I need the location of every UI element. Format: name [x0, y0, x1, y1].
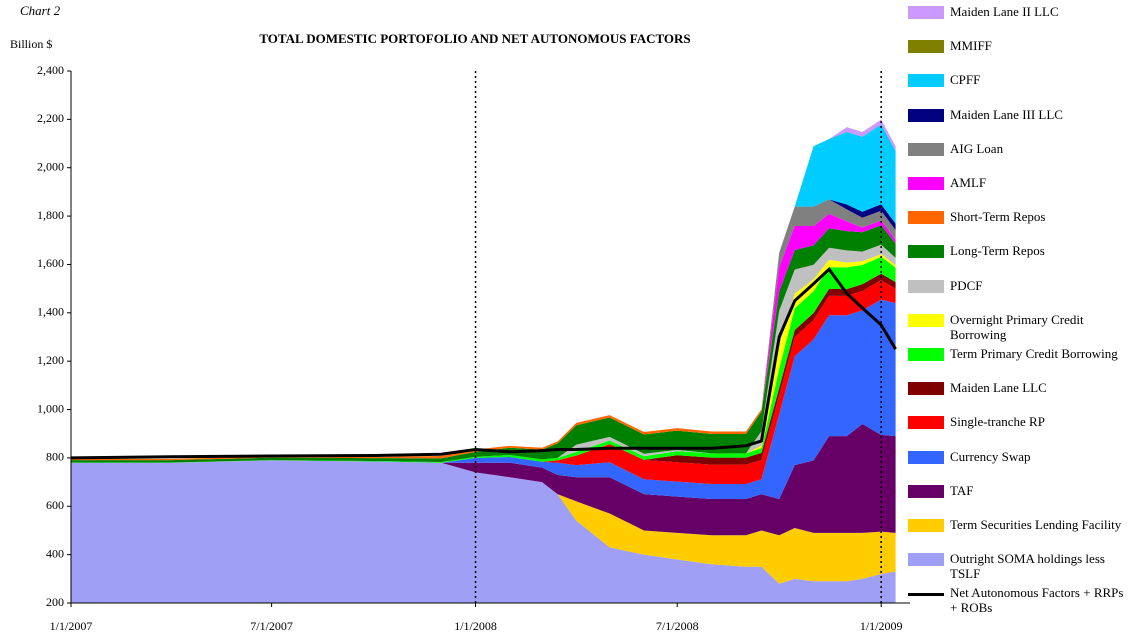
x-tick-label: 7/1/2008	[656, 619, 699, 633]
y-tick-label: 2,200	[37, 111, 64, 125]
legend-entry: PDCF	[908, 278, 1125, 308]
legend-label: Maiden Lane II LLC	[950, 4, 1059, 19]
legend-swatch	[908, 74, 944, 88]
legend-swatch	[908, 593, 944, 597]
legend-entry: Short-Term Repos	[908, 209, 1125, 239]
y-tick-label: 200	[46, 595, 64, 609]
area	[71, 225, 896, 463]
x-tick-label: 7/1/2007	[250, 619, 293, 633]
legend-entry: Term Primary Credit Borrowing	[908, 346, 1125, 376]
legend-swatch	[908, 348, 944, 361]
legend-label: AMLF	[950, 175, 987, 190]
legend-entry: Maiden Lane LLC	[908, 380, 1125, 410]
y-tick-label: 2,000	[37, 159, 64, 173]
legend-swatch	[908, 382, 944, 396]
y-tick-label: 600	[46, 498, 64, 512]
net-line	[70, 267, 897, 460]
chart-label: Chart 2	[20, 3, 61, 18]
legend-entry: Maiden Lane III LLC	[908, 107, 1125, 137]
legend-entry: Single-tranche RP	[908, 414, 1125, 444]
legend-entry: Maiden Lane II LLC	[908, 4, 1125, 34]
y-tick-label: 2,400	[37, 63, 64, 77]
y-tick-label: 1,800	[37, 208, 64, 222]
legend-label: PDCF	[950, 277, 983, 293]
legend-label: Short-Term Repos	[950, 209, 1046, 225]
legend-swatch	[908, 6, 944, 19]
legend-entry: Term Securities Lending Facility	[908, 517, 1125, 547]
y-tick-label: 1,400	[37, 305, 64, 319]
y-tick-label: 800	[46, 450, 64, 464]
legend-label: Currency Swap	[950, 448, 1031, 464]
legend-label: Outright SOMA holdings less TSLF	[950, 551, 1105, 582]
legend-label: Net Autonomous Factors + RRPs + ROBs	[950, 585, 1124, 616]
legend-swatch	[908, 484, 944, 498]
legend-label: Term Primary Credit Borrowing	[950, 346, 1118, 361]
legend-swatch	[908, 40, 944, 54]
legend-swatch	[908, 211, 944, 225]
legend-swatch	[908, 142, 944, 156]
legend-label: Long-Term Repos	[950, 243, 1045, 259]
legend-entry: CPFF	[908, 72, 1125, 102]
legend-label: Term Securities Lending Facility	[950, 517, 1122, 532]
area	[71, 460, 896, 584]
y-axis-label: Billion $	[10, 37, 52, 51]
x-tick-label: 1/1/2009	[860, 619, 903, 633]
legend-swatch	[908, 313, 944, 327]
x-tick-label: 1/1/2008	[454, 619, 497, 633]
area	[71, 460, 896, 603]
legend-entry: MMIFF	[908, 38, 1125, 68]
area	[71, 299, 896, 500]
legend-swatch	[908, 519, 944, 532]
y-tick-label: 1,000	[37, 401, 64, 415]
chart-title: TOTAL DOMESTIC PORTOFOLIO AND NET AUTONO…	[259, 31, 690, 46]
x-tick-label: 1/1/2007	[50, 619, 93, 633]
legend-label: CPFF	[950, 72, 981, 88]
legend-entry: TAF	[908, 483, 1125, 513]
legend-label: Maiden Lane III LLC	[950, 106, 1063, 122]
legend-entry: Net Autonomous Factors + RRPs + ROBs	[908, 585, 1125, 615]
area	[71, 213, 896, 459]
legend-label: Overnight Primary Credit Borrowing	[950, 311, 1084, 342]
legend-label: MMIFF	[950, 38, 992, 54]
legend-label: Single-tranche RP	[950, 414, 1045, 430]
legend-label: TAF	[950, 482, 974, 498]
area	[71, 244, 896, 463]
legend-label: Maiden Lane LLC	[950, 380, 1047, 396]
y-tick-label: 400	[46, 546, 64, 560]
legend-entry: AMLF	[908, 175, 1125, 205]
area	[71, 199, 896, 459]
legend-entry: Overnight Primary Credit Borrowing	[908, 312, 1125, 342]
area	[71, 424, 896, 536]
area	[71, 124, 896, 459]
legend-entry: Outright SOMA holdings less TSLF	[908, 551, 1125, 581]
legend-swatch	[908, 177, 944, 190]
legend-label: AIG Loan	[950, 140, 1004, 156]
legend-swatch	[908, 450, 944, 464]
legend-swatch	[908, 553, 944, 567]
y-tick-label: 1,200	[37, 353, 64, 367]
plot-area	[71, 119, 896, 603]
legend-entry: AIG Loan	[908, 141, 1125, 171]
y-tick-label: 1,600	[37, 256, 64, 270]
legend-swatch	[908, 416, 944, 430]
legend-swatch	[908, 108, 944, 122]
legend-entry: Currency Swap	[908, 449, 1125, 479]
legend-swatch	[908, 245, 944, 259]
legend-entry: Long-Term Repos	[908, 243, 1125, 273]
legend-swatch	[908, 279, 944, 293]
